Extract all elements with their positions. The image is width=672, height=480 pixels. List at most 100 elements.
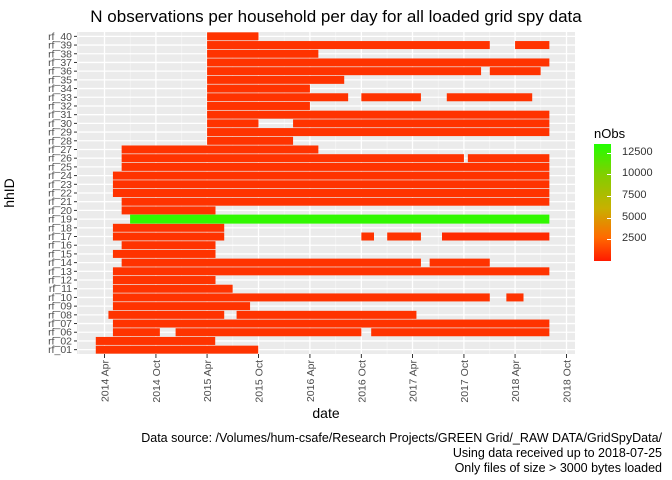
y-tick-label: rf_21 — [48, 196, 72, 208]
y-tick-label: rf_10 — [48, 292, 72, 304]
x-tick-label: 2014 Apr — [100, 360, 112, 403]
data-tile-rf_27 — [121, 145, 319, 154]
data-tiles — [95, 32, 550, 354]
data-tile-rf_15 — [112, 249, 216, 258]
legend-tick-label: 10000 — [622, 167, 653, 180]
data-tile-rf_22 — [112, 189, 550, 197]
data-tile-rf_19 — [130, 214, 550, 224]
data-tile-rf_39 — [207, 41, 490, 50]
legend-tick — [607, 196, 611, 197]
data-tile-rf_24 — [112, 171, 550, 180]
legend-tick-label: 12500 — [622, 145, 653, 158]
x-tick-label: 2014 Oct — [151, 360, 163, 403]
y-tick-label: rf_40 — [48, 31, 72, 43]
legend-title: nObs — [594, 126, 626, 141]
y-tick-label: rf_28 — [48, 135, 72, 147]
y-tick-label: rf_31 — [48, 109, 72, 121]
data-tile-rf_36 — [489, 67, 541, 76]
data-tile-rf_18 — [112, 223, 225, 232]
data-tile-rf_25 — [121, 162, 550, 171]
data-tile-rf_31 — [207, 110, 550, 119]
data-tile-rf_06 — [371, 328, 550, 337]
legend-tick — [607, 217, 611, 219]
y-tick-label: rf_18 — [48, 222, 72, 234]
data-tile-rf_09 — [112, 302, 251, 311]
caption-source: Data source: /Volumes/hum-csafe/Research… — [141, 431, 662, 445]
data-tile-rf_06 — [175, 328, 362, 337]
y-tick-label: rf_23 — [48, 179, 72, 191]
data-tile-rf_12 — [112, 276, 216, 285]
data-tile-rf_26 — [467, 154, 550, 163]
y-tick-label: rf_36 — [48, 66, 72, 78]
y-tick-label: rf_33 — [48, 92, 72, 104]
y-tick-label: rf_09 — [48, 301, 72, 313]
data-tile-rf_34 — [207, 84, 310, 93]
y-tick-label: rf_02 — [48, 335, 72, 347]
y-tick-label: rf_26 — [48, 153, 72, 165]
data-tile-rf_33 — [446, 93, 533, 102]
data-tile-rf_32 — [207, 101, 310, 110]
data-tile-rf_40 — [207, 32, 259, 41]
data-tile-rf_38 — [207, 49, 319, 58]
data-tile-rf_14 — [429, 258, 490, 267]
data-tile-rf_20 — [121, 206, 216, 215]
data-tile-rf_06 — [112, 328, 160, 337]
color-legend: nObs 2500 5000 7500 10000 12500 — [594, 126, 653, 261]
y-axis-title: hhID — [1, 178, 17, 208]
data-tile-rf_13 — [112, 267, 550, 276]
legend-tick — [607, 152, 611, 154]
x-axis-title: date — [312, 405, 339, 421]
y-tick-label: rf_12 — [48, 275, 72, 287]
data-tile-rf_35 — [207, 75, 345, 84]
data-tile-rf_08 — [108, 310, 225, 319]
x-tick-label: 2018 Apr — [510, 360, 522, 403]
data-tile-rf_30 — [207, 119, 259, 128]
data-tile-rf_17 — [112, 232, 225, 241]
y-tick-label: rf_25 — [48, 161, 72, 173]
chart-title: N observations per household per day for… — [90, 7, 582, 26]
y-tick-label: rf_30 — [48, 118, 72, 130]
y-tick-label: rf_11 — [49, 283, 72, 295]
data-tile-rf_36 — [207, 67, 482, 76]
y-tick-label: rf_16 — [48, 240, 72, 252]
legend-tick-label: 7500 — [622, 189, 647, 201]
data-tile-rf_37 — [207, 58, 550, 67]
data-tile-rf_17 — [442, 232, 550, 241]
y-tick-label: rf_01 — [48, 344, 72, 356]
x-tick-label: 2015 Oct — [254, 360, 266, 403]
x-tick-label: 2017 Apr — [408, 360, 420, 403]
data-tile-rf_33 — [361, 93, 421, 102]
data-tile-rf_17 — [387, 232, 421, 241]
axes: rf_01rf_02rf_06rf_07rf_08rf_09rf_10rf_11… — [48, 31, 573, 403]
y-tick-label: rf_39 — [48, 40, 72, 52]
x-tick-label: 2017 Oct — [459, 360, 471, 403]
x-tick-label: 2015 Apr — [202, 360, 214, 403]
y-tick-label: rf_15 — [48, 248, 72, 260]
legend-colorbar — [594, 144, 611, 261]
legend-tick-label: 5000 — [622, 210, 647, 223]
y-tick-label: rf_07 — [48, 318, 72, 330]
x-tick-label: 2018 Oct — [562, 360, 574, 403]
heatmap-chart: rf_01rf_02rf_06rf_07rf_08rf_09rf_10rf_11… — [1, 31, 575, 421]
y-tick-label: rf_27 — [48, 144, 72, 156]
data-tile-rf_11 — [112, 284, 233, 293]
y-tick-label: rf_32 — [48, 100, 72, 112]
data-tile-rf_08 — [236, 310, 417, 319]
legend-tick-label: 2500 — [622, 232, 647, 245]
data-tile-rf_16 — [121, 241, 216, 250]
data-tile-rf_07 — [112, 319, 550, 328]
y-tick-label: rf_29 — [48, 127, 72, 139]
caption-filesize: Only files of size > 3000 bytes loaded — [454, 461, 662, 475]
legend-tick — [607, 174, 611, 176]
y-tick-label: rf_38 — [48, 48, 72, 60]
data-tile-rf_33 — [207, 93, 349, 102]
y-tick-label: rf_34 — [48, 83, 72, 95]
y-tick-label: rf_19 — [48, 214, 72, 226]
data-tile-rf_02 — [95, 336, 216, 345]
y-tick-label: rf_17 — [48, 231, 72, 243]
x-tick-label: 2016 Apr — [305, 360, 317, 403]
y-tick-label: rf_13 — [48, 266, 72, 278]
data-tile-rf_10 — [112, 293, 490, 302]
caption-received: Using data received up to 2018-07-25 — [452, 446, 662, 460]
y-tick-label: rf_35 — [48, 74, 72, 86]
